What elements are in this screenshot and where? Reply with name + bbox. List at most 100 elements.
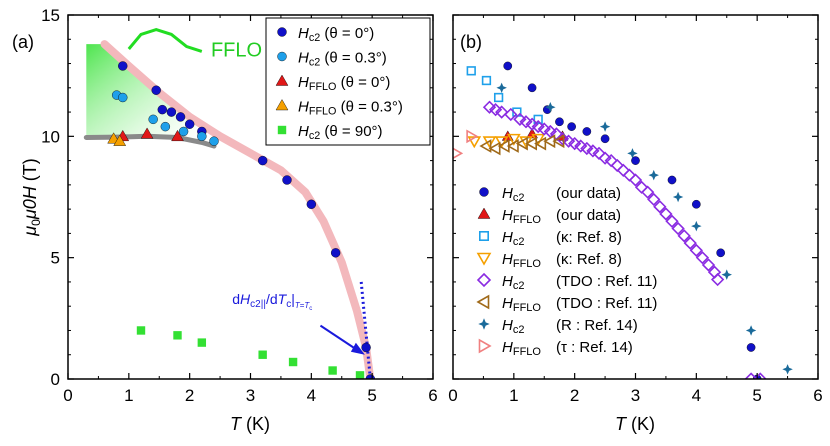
legend-label: HFFLO (θ = 0°) bbox=[298, 74, 390, 93]
series-a4-point bbox=[288, 357, 298, 367]
series-b4-point bbox=[531, 119, 545, 134]
series-b6-point bbox=[721, 269, 732, 280]
legend-b-label: Hc2 (κ: Ref. 8) bbox=[502, 229, 622, 248]
series-b4-point bbox=[665, 214, 679, 228]
series-a2-point bbox=[171, 129, 184, 142]
series-b6-point bbox=[648, 169, 659, 181]
series-b4-point bbox=[592, 146, 606, 160]
series-b6-point bbox=[691, 220, 702, 232]
legend-a-marker bbox=[275, 99, 289, 111]
legend-a-marker bbox=[277, 51, 287, 62]
series-a1-point bbox=[160, 121, 171, 132]
series-a0-point bbox=[166, 107, 177, 117]
legend-b-marker bbox=[476, 294, 490, 310]
series-b6-point bbox=[627, 148, 638, 159]
series-b5-point bbox=[506, 139, 519, 153]
series-b0-point bbox=[631, 156, 640, 165]
legend-b-label: HFFLO (κ: Ref. 8) bbox=[502, 251, 622, 270]
legend-label: Hc2 (θ = 0.3°) bbox=[298, 50, 387, 69]
x-tick-label: 3 bbox=[631, 386, 640, 405]
series-a0-point bbox=[157, 104, 167, 115]
slope-text-1: d bbox=[232, 291, 240, 307]
slope-text-6: c bbox=[286, 299, 291, 310]
series-b6-point bbox=[745, 325, 757, 336]
panel-b: 0 1 2 3 4 5 6 (b) Hc2 (our data) HFFLO (our data)… bbox=[448, 14, 823, 434]
series-b3-point bbox=[506, 133, 521, 146]
series-b4-point bbox=[610, 158, 624, 173]
series-a3-point bbox=[113, 134, 127, 146]
legend-b-marker bbox=[477, 207, 491, 219]
series-b4-point bbox=[482, 100, 497, 114]
series-b2-point bbox=[533, 114, 543, 124]
series-b4-point bbox=[513, 112, 527, 126]
series-b0-point bbox=[600, 134, 610, 144]
series-b5-point bbox=[552, 134, 565, 149]
panel-b-marks bbox=[453, 61, 793, 379]
series-b4-point bbox=[634, 180, 649, 194]
series-b4-point bbox=[488, 103, 503, 117]
series-b4-point bbox=[598, 151, 612, 165]
y-axis-label: μ0μ0H (T) bbox=[20, 158, 43, 236]
slope-text-9: = bbox=[300, 301, 305, 310]
series-b3-point bbox=[494, 136, 509, 149]
legend-b-marker bbox=[478, 231, 489, 242]
series-a1-point bbox=[178, 126, 189, 137]
series-b7-point bbox=[453, 147, 464, 160]
slope-text-3: c2|| bbox=[250, 299, 266, 310]
slope-text-2: H bbox=[240, 291, 251, 307]
series-b0-point bbox=[567, 122, 576, 131]
x-tick-label: 3 bbox=[246, 386, 255, 405]
x-tick-label: 6 bbox=[813, 386, 822, 405]
series-b4-point bbox=[537, 122, 551, 136]
series-b4-point bbox=[753, 372, 767, 379]
slope-text-4: /d bbox=[266, 291, 278, 307]
panel-a-axes: 0 1 2 3 4 5 6 0 5 10 15 bbox=[41, 6, 438, 405]
arrow-shaft bbox=[319, 324, 358, 351]
slope-text-11: c bbox=[309, 306, 312, 312]
y-tick-label: 0 bbox=[51, 370, 60, 389]
series-b0-point bbox=[582, 127, 592, 136]
series-a0-point bbox=[184, 119, 195, 129]
series-a1-point bbox=[148, 114, 158, 125]
slope-text-7: | bbox=[291, 291, 295, 307]
panel-a-legend: Hc2 (θ = 0°) Hc2 (θ = 0.3°) HFFLO (θ = 0°)… bbox=[265, 17, 431, 146]
series-b4-point bbox=[689, 243, 703, 258]
slope-annotation: dHc2||/dTc|T=Tc bbox=[232, 291, 312, 312]
series-b4-point bbox=[628, 173, 643, 187]
series-a0-point bbox=[118, 61, 128, 71]
series-b0-point bbox=[716, 248, 725, 258]
legend-a-box bbox=[265, 17, 431, 146]
panel-a-label: (a) bbox=[12, 32, 34, 52]
legend-b-label: Hc2 (our data) bbox=[502, 185, 621, 204]
series-b4-point bbox=[647, 192, 661, 207]
x-tick-label: 2 bbox=[570, 386, 579, 405]
series-a1-point bbox=[118, 92, 128, 103]
series-b5-point bbox=[534, 136, 547, 151]
series-b4-point bbox=[561, 134, 576, 148]
series-b4-point bbox=[622, 168, 637, 182]
series-b4-point bbox=[555, 132, 570, 146]
legend-b-marker bbox=[476, 252, 492, 266]
series-a4-point bbox=[328, 366, 337, 375]
series-b0-point bbox=[527, 83, 537, 93]
series-a2-point bbox=[140, 127, 154, 139]
series-a4-point bbox=[355, 371, 365, 379]
series-b4-point bbox=[701, 258, 716, 272]
x-axis-label-a: T (K) bbox=[230, 414, 270, 434]
legend-b-label: HFFLO (TDO : Ref. 11) bbox=[502, 295, 657, 314]
series-b4-point bbox=[580, 141, 594, 156]
series-b4-point bbox=[543, 124, 557, 139]
legend-label: Hc2 (θ = 0°) bbox=[298, 25, 374, 44]
y-tick-label: 5 bbox=[51, 249, 60, 268]
series-b0-point bbox=[555, 117, 564, 127]
series-b0-point bbox=[746, 343, 756, 352]
slope-text-10: T bbox=[304, 301, 310, 310]
fflo-hump-curve bbox=[127, 28, 203, 53]
series-a4-point bbox=[258, 350, 267, 359]
legend-b-label: HFFLO (our data) bbox=[502, 207, 621, 226]
y-tick-label: 15 bbox=[41, 6, 60, 25]
x-tick-label: 1 bbox=[124, 386, 133, 405]
series-a0-point bbox=[282, 175, 292, 185]
panel-b-axes: 0 1 2 3 4 5 6 bbox=[448, 14, 823, 405]
